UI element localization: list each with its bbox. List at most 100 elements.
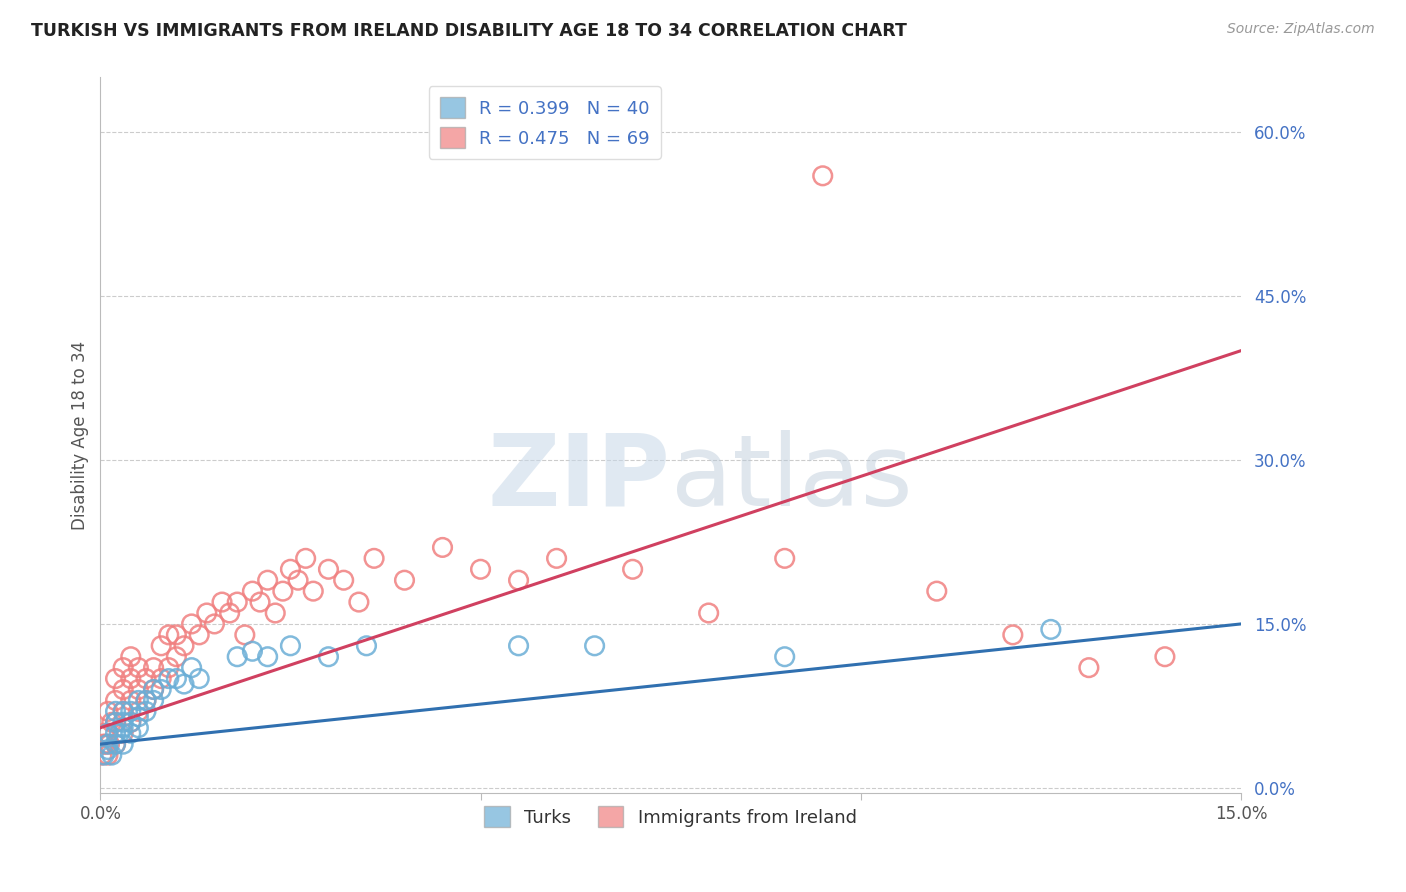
Point [180, 660, 202, 674]
Point [112, 705, 135, 719]
Point [226, 649, 249, 664]
Text: ZIP: ZIP [488, 430, 671, 527]
Point [108, 726, 131, 740]
Point [157, 660, 180, 674]
Point [120, 715, 142, 730]
Point [280, 562, 302, 576]
Point [332, 573, 354, 587]
Point [127, 721, 149, 735]
Point [508, 573, 530, 587]
Point [318, 649, 340, 664]
Point [97, 748, 120, 763]
Point [287, 573, 309, 587]
Point [97, 726, 120, 740]
Point [294, 551, 316, 566]
Point [394, 573, 416, 587]
Point [773, 551, 796, 566]
Point [157, 672, 180, 686]
Text: TURKISH VS IMMIGRANTS FROM IRELAND DISABILITY AGE 18 TO 34 CORRELATION CHART: TURKISH VS IMMIGRANTS FROM IRELAND DISAB… [31, 22, 907, 40]
Point [120, 693, 142, 707]
Text: atlas: atlas [671, 430, 912, 527]
Point [127, 710, 149, 724]
Point [188, 672, 211, 686]
Point [218, 606, 240, 620]
Point [104, 672, 127, 686]
Point [90, 748, 112, 763]
Point [104, 693, 127, 707]
Point [202, 616, 225, 631]
Point [249, 595, 271, 609]
Point [112, 660, 135, 674]
Point [112, 726, 135, 740]
Point [112, 721, 135, 735]
Point [363, 551, 385, 566]
Point [142, 693, 165, 707]
Point [98, 737, 121, 751]
Point [97, 737, 120, 751]
Point [104, 715, 127, 730]
Point [142, 660, 165, 674]
Point [347, 595, 370, 609]
Point [135, 693, 157, 707]
Point [100, 748, 122, 763]
Point [97, 705, 120, 719]
Point [104, 737, 127, 751]
Point [104, 726, 127, 740]
Point [470, 562, 492, 576]
Point [280, 639, 302, 653]
Point [165, 672, 187, 686]
Point [142, 682, 165, 697]
Point [356, 639, 378, 653]
Point [157, 628, 180, 642]
Point [1077, 660, 1099, 674]
Point [211, 595, 233, 609]
Point [97, 726, 120, 740]
Point [233, 628, 256, 642]
Point [93, 748, 115, 763]
Point [1039, 623, 1062, 637]
Point [256, 649, 278, 664]
Point [104, 715, 127, 730]
Point [127, 660, 149, 674]
Point [150, 682, 173, 697]
Point [195, 606, 218, 620]
Point [188, 628, 211, 642]
Point [120, 672, 142, 686]
Point [256, 573, 278, 587]
Point [302, 584, 325, 599]
Point [264, 606, 287, 620]
Point [150, 672, 173, 686]
Point [93, 737, 115, 751]
Point [97, 742, 120, 756]
Point [104, 705, 127, 719]
Point [180, 616, 202, 631]
Point [112, 737, 135, 751]
Point [104, 737, 127, 751]
Point [271, 584, 294, 599]
Point [127, 705, 149, 719]
Point [100, 715, 122, 730]
Point [173, 639, 195, 653]
Point [925, 584, 948, 599]
Point [127, 693, 149, 707]
Point [135, 693, 157, 707]
Point [112, 705, 135, 719]
Point [173, 677, 195, 691]
Legend: Turks, Immigrants from Ireland: Turks, Immigrants from Ireland [477, 799, 865, 834]
Point [120, 726, 142, 740]
Point [318, 562, 340, 576]
Point [1001, 628, 1024, 642]
Point [120, 649, 142, 664]
Point [120, 705, 142, 719]
Point [546, 551, 568, 566]
Point [150, 639, 173, 653]
Point [93, 726, 115, 740]
Point [811, 169, 834, 183]
Point [112, 682, 135, 697]
Y-axis label: Disability Age 18 to 34: Disability Age 18 to 34 [72, 341, 89, 530]
Point [94, 737, 117, 751]
Point [127, 682, 149, 697]
Point [697, 606, 720, 620]
Point [508, 639, 530, 653]
Point [165, 628, 187, 642]
